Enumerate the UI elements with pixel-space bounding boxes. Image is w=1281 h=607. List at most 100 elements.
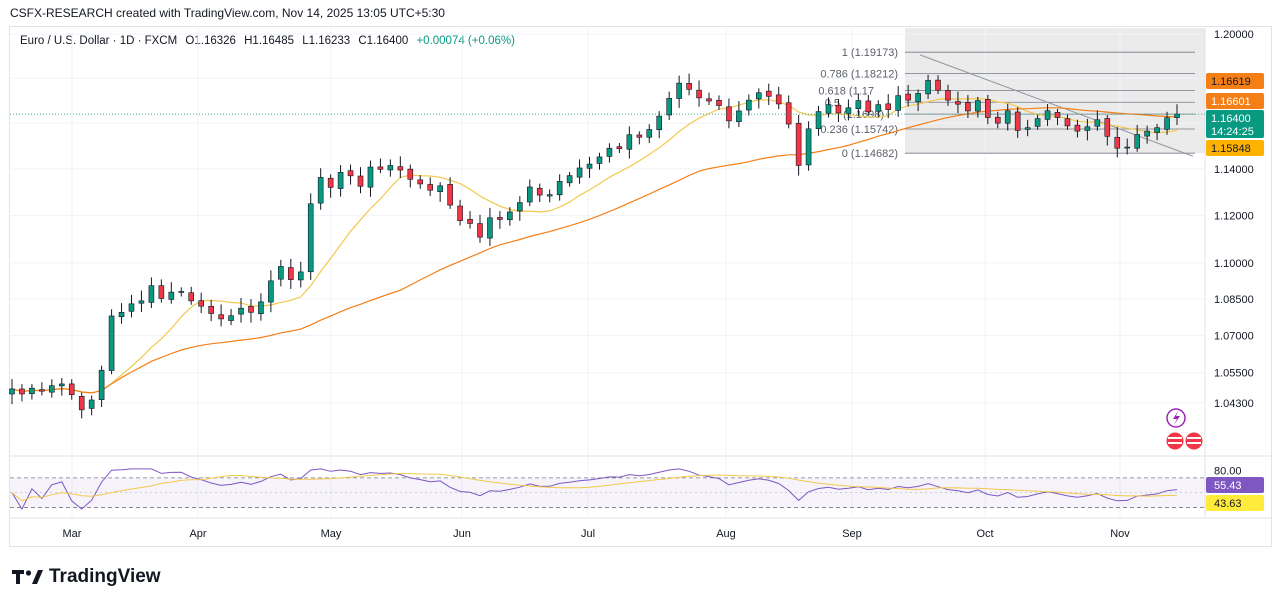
candle-body <box>49 385 55 393</box>
candle-body <box>566 175 573 184</box>
us-flag-event-icon <box>1165 431 1185 451</box>
candle-body <box>88 399 95 409</box>
candle-body <box>148 285 155 303</box>
candle-body <box>885 103 892 110</box>
candle-body <box>905 93 911 101</box>
flag-stripe <box>1168 437 1182 439</box>
candle-body <box>108 315 115 371</box>
fib-label: 0 (1.14682) <box>842 148 898 160</box>
candle-body <box>268 280 274 303</box>
candle-body <box>825 104 832 114</box>
candle-body <box>29 387 35 395</box>
candle-body <box>507 211 513 221</box>
rsi-ma-line <box>11 472 1178 502</box>
candle-body <box>58 383 65 387</box>
candle-body <box>367 166 374 188</box>
candle-body <box>676 82 682 99</box>
candle-body <box>865 100 872 113</box>
candle-body <box>258 301 264 314</box>
price-tick-label: 1.08500 <box>1214 294 1254 306</box>
candle-body <box>118 312 125 318</box>
candle-body <box>945 90 951 101</box>
fib-label: (1.1698) <box>843 109 884 121</box>
candle-body <box>228 315 234 321</box>
candle-body <box>965 102 971 112</box>
candle-body <box>307 203 314 273</box>
candle-body <box>78 396 85 411</box>
legend-change: +0.00074 (+0.06%) <box>416 35 515 47</box>
candle-body <box>487 217 493 239</box>
tradingview-logo-icon <box>12 570 43 584</box>
candle-body <box>1044 110 1051 120</box>
candle-body <box>288 267 294 280</box>
candle-body <box>666 98 672 116</box>
candle-body <box>925 80 931 95</box>
candle-body <box>696 89 702 99</box>
legend-close: C1.16400 <box>358 35 409 47</box>
candle-body <box>297 271 304 281</box>
candle-body <box>716 99 722 106</box>
candle-body <box>98 369 105 400</box>
candle-body <box>536 187 543 196</box>
candle-body <box>497 217 503 220</box>
candle-body <box>935 79 941 91</box>
candle-body <box>387 165 394 171</box>
tradingview-brand: TradingView <box>12 566 161 588</box>
candle-body <box>1114 136 1121 149</box>
candle-body <box>1124 146 1131 149</box>
candle-body <box>19 388 25 395</box>
candle-body <box>1174 113 1180 118</box>
candle-body <box>467 218 473 224</box>
price-tick-label: 1.20000 <box>1214 29 1254 41</box>
candle-body <box>138 300 145 304</box>
candle-body <box>1134 134 1140 149</box>
candle-body <box>736 110 742 122</box>
candle-body <box>1064 118 1071 127</box>
candle-body <box>68 383 75 396</box>
candle-body <box>556 181 563 196</box>
fib-label: 1 (1.19173) <box>842 47 898 59</box>
candle-body <box>1054 112 1061 118</box>
rsi-ma-tag: 43.63 <box>1214 498 1242 510</box>
candle-body <box>168 291 175 300</box>
candle-body <box>39 389 45 392</box>
candle-body <box>686 83 692 90</box>
candle-body <box>238 307 244 315</box>
candle-body <box>845 107 852 114</box>
month-label: Aug <box>716 528 736 540</box>
chart-caption: CSFX-RESEARCH created with TradingView.c… <box>10 6 445 20</box>
price-tag-ma-slow: 1.16619 <box>1211 76 1251 88</box>
legend-high: H1.16485 <box>244 35 294 47</box>
candle-body <box>1074 124 1081 132</box>
chart-frame <box>9 26 1272 547</box>
month-label: Jun <box>453 528 471 540</box>
rsi-line <box>11 468 1178 511</box>
candle-body <box>775 94 782 105</box>
fib-label: 0.786 (1.18212) <box>820 68 898 80</box>
price-tag-ma-slow-2-bg <box>1206 93 1264 109</box>
candle-body <box>985 99 991 118</box>
candle-body <box>746 99 752 111</box>
candle-body <box>317 177 324 204</box>
candle-body <box>407 168 414 180</box>
candle-body <box>596 156 603 164</box>
price-tag-ma-fast-bg <box>1206 140 1264 156</box>
candle-body <box>437 185 443 192</box>
candle-body <box>626 134 633 150</box>
candle-body <box>656 115 663 131</box>
candle-body <box>198 300 204 307</box>
candle-body <box>526 186 533 203</box>
price-tick-label: 1.12000 <box>1214 210 1254 222</box>
candle-body <box>327 177 334 188</box>
candle-body <box>1094 119 1101 127</box>
month-label: Apr <box>189 528 206 540</box>
candle-body <box>417 179 424 185</box>
candle-body <box>895 95 901 111</box>
flag-stripe <box>1187 442 1201 444</box>
candle-body <box>755 92 762 100</box>
candle-body <box>994 116 1001 124</box>
candle-body <box>1084 126 1091 131</box>
candle-body <box>128 303 135 312</box>
candle-body <box>795 122 802 166</box>
